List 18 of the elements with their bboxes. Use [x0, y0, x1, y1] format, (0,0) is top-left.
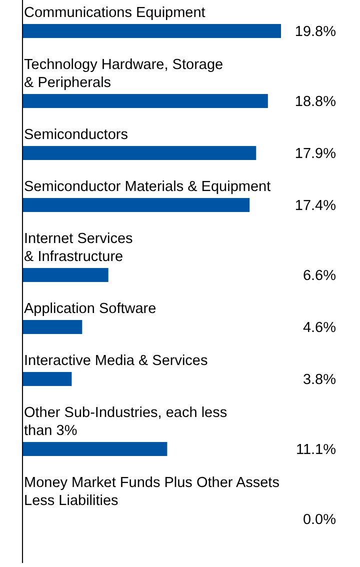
data-label: 0.0%	[302, 512, 336, 528]
y-tick-label: Money Market Funds Plus Other Assets Less Liabilities	[24, 475, 280, 509]
data-label: 4.6%	[302, 320, 336, 336]
y-tick-label: Technology Hardware, Storage & Peripherals	[24, 57, 224, 91]
data-label: 17.4%	[294, 198, 336, 214]
data-label: 6.6%	[302, 268, 336, 284]
y-tick-label: Communications Equipment	[24, 5, 206, 21]
y-tick-label: Semiconductors	[24, 127, 128, 143]
y-tick-label: Application Software	[24, 301, 156, 317]
data-label: 3.8%	[302, 372, 336, 388]
data-label: 17.9%	[294, 146, 336, 162]
y-tick-label: Internet Services & Infrastructure	[24, 231, 133, 265]
y-tick-label: Interactive Media & Services	[24, 353, 208, 369]
data-label: 11.1%	[296, 442, 336, 458]
data-label: 19.8%	[294, 24, 336, 40]
y-tick-label: Other Sub-Industries, each less than 3%	[24, 405, 228, 439]
y-tick-label: Semiconductor Materials & Equipment	[24, 179, 271, 195]
data-label: 18.8%	[294, 94, 336, 110]
